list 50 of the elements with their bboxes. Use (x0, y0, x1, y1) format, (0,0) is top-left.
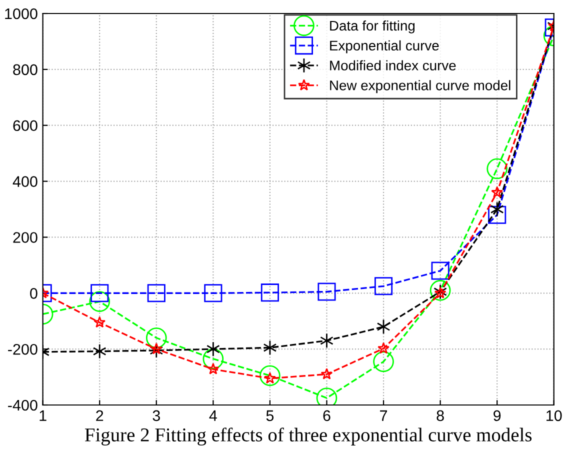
x-tick-label: 6 (323, 410, 330, 422)
point (378, 342, 390, 354)
legend-label: New exponential curve model (330, 80, 510, 94)
point (150, 342, 162, 354)
y-tick-label: 400 (12, 176, 38, 187)
point (491, 186, 504, 198)
point (486, 158, 508, 180)
point (92, 344, 106, 359)
point (430, 280, 451, 301)
x-tick-label: 9 (494, 410, 501, 422)
legend-label: Exponential curve (330, 40, 439, 54)
point (147, 284, 166, 302)
x-tick-label: 8 (436, 410, 444, 422)
x-tick-label: 5 (266, 410, 274, 422)
point (488, 206, 506, 224)
point (260, 365, 280, 386)
y-tick-label: 200 (13, 232, 38, 243)
point (206, 341, 220, 357)
x-tick-label: 1 (40, 410, 46, 421)
point (207, 362, 220, 374)
point (318, 282, 336, 301)
point (89, 291, 110, 312)
x-tick-label: 7 (380, 410, 388, 421)
point (260, 284, 279, 302)
x-tick-label: 4 (209, 410, 217, 421)
point (204, 284, 222, 302)
x-tick-label: 10 (546, 410, 562, 422)
x-tick-label: 2 (96, 410, 104, 421)
point (373, 351, 394, 372)
point (263, 340, 277, 356)
point (431, 262, 450, 280)
point (320, 368, 333, 380)
caption: Figure 2 Fitting effects of three exponential curve models (84, 428, 532, 446)
point (376, 319, 390, 334)
point (490, 202, 504, 217)
legend-label: Modified index curve (330, 60, 456, 70)
y-tick-label: 800 (13, 64, 38, 76)
point (90, 284, 109, 302)
y-tick-label: -200 (8, 344, 38, 355)
y-tick-label: 600 (13, 120, 38, 132)
point (202, 348, 224, 370)
y-tick-label: 1000 (5, 8, 38, 20)
x-tick-label: 3 (152, 410, 160, 422)
point (320, 333, 334, 348)
point (374, 277, 393, 296)
legend-label: Data for fitting (330, 20, 415, 34)
point (94, 316, 106, 328)
point (146, 327, 167, 348)
y-tick-label: -400 (8, 400, 38, 411)
y-tick-label: 0 (30, 288, 38, 299)
